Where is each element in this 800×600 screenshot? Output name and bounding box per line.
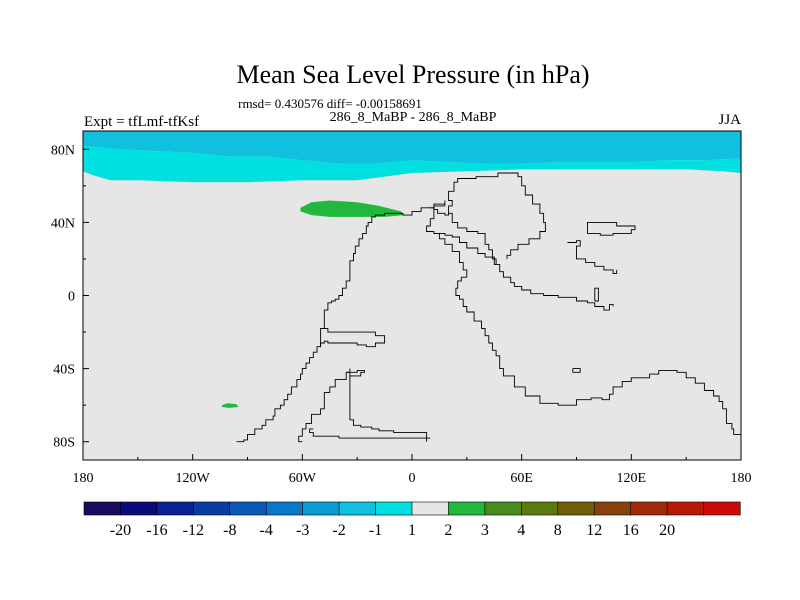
coastline-india-island xyxy=(594,287,599,302)
colorbar-swatch xyxy=(484,501,522,516)
colorbar-level-label: -2 xyxy=(332,522,345,539)
chart-title: Mean Sea Level Pressure (in hPa) xyxy=(236,60,589,89)
colorbar-level-label: -20 xyxy=(110,522,131,539)
band-light-cyan xyxy=(83,145,741,183)
colorbar-swatch xyxy=(156,501,194,516)
colorbar-level-label: 20 xyxy=(659,522,675,539)
stats-label: rmsd= 0.430576 diff= -0.00158691 xyxy=(238,96,422,111)
colorbar-level-label: -3 xyxy=(296,522,309,539)
band-dark-blue xyxy=(83,131,741,164)
coastline-asia-east-island xyxy=(587,221,636,236)
season-label: JJA xyxy=(718,112,741,128)
green-blob-south-pacific xyxy=(221,403,239,408)
colorbar-level-label: -4 xyxy=(260,522,273,539)
colorbar-level-label: -1 xyxy=(369,522,382,539)
colorbar-level-label: -16 xyxy=(146,522,167,539)
colorbar-swatch xyxy=(375,501,413,516)
x-tick-label: 180 xyxy=(73,471,94,486)
colorbar-swatch xyxy=(265,501,304,516)
x-tick-label: 180 xyxy=(731,471,752,486)
colorbar xyxy=(83,501,741,516)
colorbar-swatch xyxy=(703,501,741,516)
x-axis: 180 120W 60W 0 60E 120E 180 xyxy=(73,454,752,486)
coastline-south-america-inner-c xyxy=(309,428,431,439)
colorbar-swatch xyxy=(338,501,377,516)
colorbar-swatch xyxy=(593,501,632,516)
colorbar-swatch xyxy=(83,501,122,516)
coastline-eurasia-north xyxy=(448,172,546,265)
coastline-ural-inset xyxy=(430,200,446,209)
colorbar-level-label: 4 xyxy=(517,522,525,539)
x-tick-label: 120E xyxy=(617,471,647,486)
colorbar-swatch xyxy=(120,501,158,516)
colorbar-level-label: -12 xyxy=(183,522,204,539)
colorbar-level-label: 3 xyxy=(481,522,489,539)
colorbar-swatch xyxy=(193,501,231,516)
colorbar-swatch xyxy=(411,501,450,516)
green-blob-north-atlantic xyxy=(300,200,405,217)
coastline-south-america-inner-a xyxy=(320,327,386,348)
coastline-asia-east-arc xyxy=(567,240,618,275)
x-tick-label: 60W xyxy=(289,471,317,486)
colorbar-level-label: 1 xyxy=(408,522,416,539)
y-axis: 80N 40N 0 40S 80S xyxy=(51,143,89,451)
map-background xyxy=(83,131,741,460)
x-tick-label: 60E xyxy=(510,471,533,486)
coastline-americas xyxy=(236,212,404,443)
colorbar-swatch xyxy=(448,501,486,516)
colorbar-swatch xyxy=(302,501,340,516)
colorbar-labels: -20 -16 -12 -8 -4 -3 -2 -1 1 2 3 4 8 12 16 20 xyxy=(110,522,675,539)
coastline-south-america-inner-d xyxy=(346,369,365,378)
coastline-small-island xyxy=(572,368,581,373)
colorbar-level-label: 12 xyxy=(586,522,602,539)
coastline-layer xyxy=(236,172,741,443)
experiment-label: Expt = tfLmf-tfKsf xyxy=(84,114,199,130)
coastline-scandinavia-inset xyxy=(433,205,450,216)
colorbar-level-label: -8 xyxy=(223,522,236,539)
y-tick-label: 40S xyxy=(53,363,75,378)
x-tick-label: 0 xyxy=(409,471,416,486)
colorbar-swatch xyxy=(557,501,595,516)
y-tick-label: 0 xyxy=(68,290,75,305)
colorbar-swatch xyxy=(666,501,705,516)
y-tick-label: 80S xyxy=(53,436,75,451)
coastline-africa-west xyxy=(433,232,741,439)
colorbar-level-label: 16 xyxy=(623,522,639,539)
comparison-label: 286_8_MaBP - 286_8_MaBP xyxy=(330,110,497,125)
y-tick-label: 80N xyxy=(51,143,75,158)
colorbar-level-label: 2 xyxy=(444,522,452,539)
pressure-field-layer xyxy=(83,131,741,408)
x-tick-label: 120W xyxy=(176,471,211,486)
colorbar-level-label: 8 xyxy=(554,522,562,539)
y-tick-label: 40N xyxy=(51,216,75,231)
colorbar-swatch xyxy=(630,501,668,516)
colorbar-swatch xyxy=(229,501,267,516)
colorbar-swatch xyxy=(521,501,559,516)
